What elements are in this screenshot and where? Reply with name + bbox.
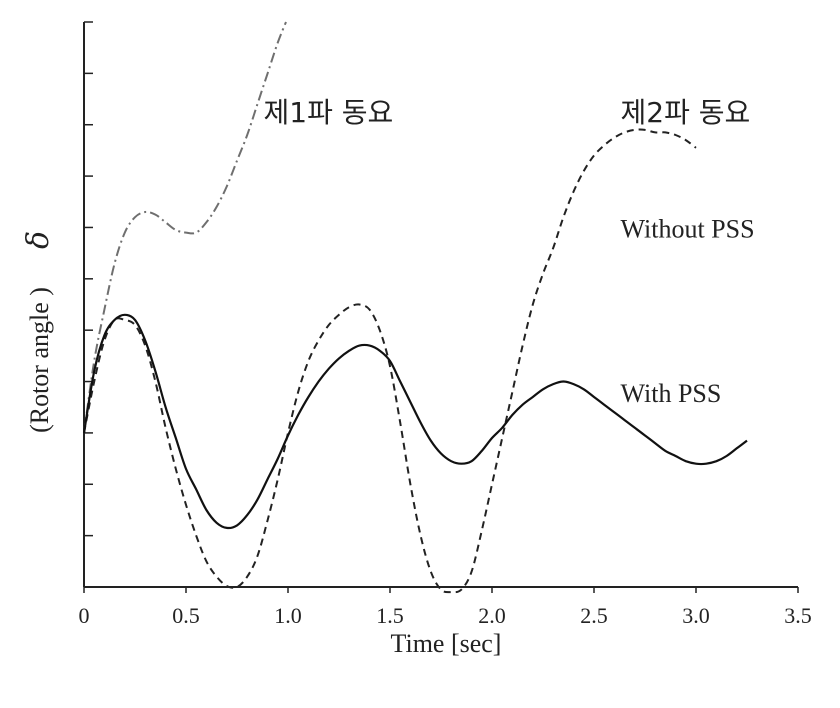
series-line-2 [83, 128, 697, 594]
series-line-1 [83, 21, 287, 434]
y-axis-title-symbol: δ [21, 231, 56, 249]
x-axis-title: Time [sec] [391, 629, 502, 658]
x-tick-label: 1.0 [274, 603, 302, 628]
series-line-3 [82, 313, 748, 530]
x-axis-ticks: 0 0.5 1.0 1.5 2.0 2.5 3.0 3.5 [79, 587, 812, 628]
y-axis-ticks [84, 21, 93, 537]
x-tick-label: 3.0 [682, 603, 710, 628]
axes: 0 0.5 1.0 1.5 2.0 2.5 3.0 3.5 [79, 21, 812, 628]
annotation-label: With PSS [621, 379, 722, 408]
x-tick-label: 0 [79, 603, 90, 628]
y-axis-title-text: (Rotor angle ) [25, 287, 54, 433]
x-tick-label: 0.5 [172, 603, 200, 628]
x-tick-label: 3.5 [784, 603, 812, 628]
annotation-label: 제2파 동요 [621, 96, 751, 129]
annotations: 제1파 동요 제2파 동요 Without PSS With PSS [264, 96, 755, 408]
x-tick-label: 2.0 [478, 603, 506, 628]
annotation-label: Without PSS [621, 215, 755, 244]
x-tick-label: 2.5 [580, 603, 608, 628]
series-layer [82, 21, 748, 594]
x-tick-label: 1.5 [376, 603, 404, 628]
annotation-label: 제1파 동요 [264, 96, 394, 129]
y-axis-title: (Rotor angle ) δ [21, 231, 56, 433]
